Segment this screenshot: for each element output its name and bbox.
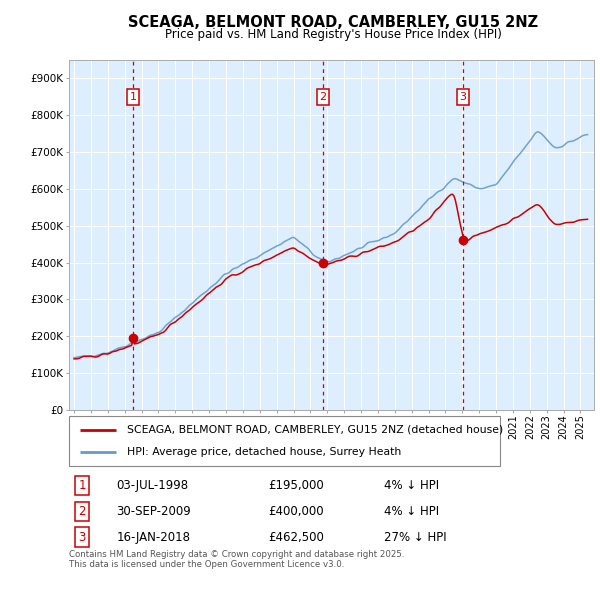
Text: 4% ↓ HPI: 4% ↓ HPI bbox=[384, 505, 439, 518]
Text: £462,500: £462,500 bbox=[269, 530, 325, 543]
Text: 2: 2 bbox=[319, 92, 326, 102]
Text: 16-JAN-2018: 16-JAN-2018 bbox=[116, 530, 190, 543]
Text: SCEAGA, BELMONT ROAD, CAMBERLEY, GU15 2NZ: SCEAGA, BELMONT ROAD, CAMBERLEY, GU15 2N… bbox=[128, 15, 538, 30]
Text: Price paid vs. HM Land Registry's House Price Index (HPI): Price paid vs. HM Land Registry's House … bbox=[164, 28, 502, 41]
Text: 1: 1 bbox=[79, 479, 86, 492]
Text: £400,000: £400,000 bbox=[269, 505, 324, 518]
Text: 3: 3 bbox=[79, 530, 86, 543]
Text: 30-SEP-2009: 30-SEP-2009 bbox=[116, 505, 191, 518]
Text: SCEAGA, BELMONT ROAD, CAMBERLEY, GU15 2NZ (detached house): SCEAGA, BELMONT ROAD, CAMBERLEY, GU15 2N… bbox=[127, 425, 503, 435]
Text: 4% ↓ HPI: 4% ↓ HPI bbox=[384, 479, 439, 492]
Text: HPI: Average price, detached house, Surrey Heath: HPI: Average price, detached house, Surr… bbox=[127, 447, 401, 457]
FancyBboxPatch shape bbox=[69, 416, 499, 466]
Text: Contains HM Land Registry data © Crown copyright and database right 2025.
This d: Contains HM Land Registry data © Crown c… bbox=[69, 550, 404, 569]
Text: £195,000: £195,000 bbox=[269, 479, 324, 492]
Text: 1: 1 bbox=[130, 92, 137, 102]
Text: 2: 2 bbox=[79, 505, 86, 518]
Text: 3: 3 bbox=[460, 92, 467, 102]
Text: 27% ↓ HPI: 27% ↓ HPI bbox=[384, 530, 446, 543]
Text: 03-JUL-1998: 03-JUL-1998 bbox=[116, 479, 188, 492]
